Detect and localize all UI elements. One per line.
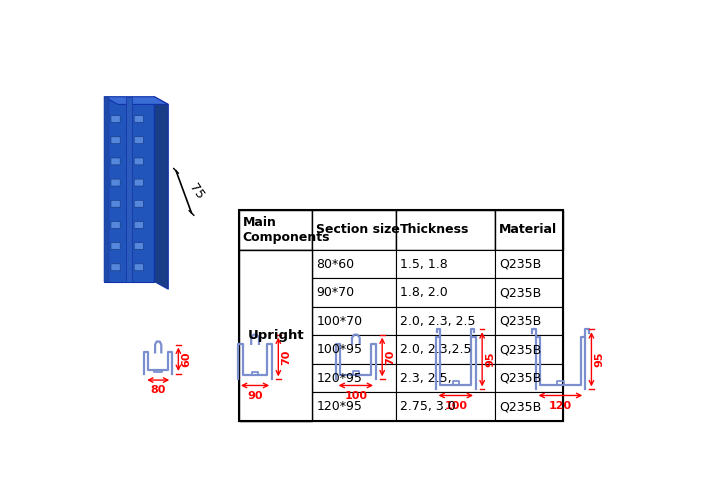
- Text: Main
Components: Main Components: [243, 216, 330, 244]
- Text: 100*95: 100*95: [316, 343, 362, 356]
- Bar: [239, 210, 312, 250]
- Text: 2.3, 2.5,: 2.3, 2.5,: [400, 372, 451, 384]
- Polygon shape: [104, 97, 154, 281]
- FancyBboxPatch shape: [111, 116, 120, 123]
- Bar: [239, 307, 312, 336]
- Bar: [312, 210, 396, 250]
- Text: Q235B: Q235B: [499, 372, 541, 384]
- Text: 75: 75: [187, 182, 207, 202]
- Polygon shape: [104, 97, 109, 281]
- Text: Upright: Upright: [247, 329, 304, 342]
- Bar: [312, 364, 396, 392]
- Polygon shape: [154, 97, 168, 289]
- Text: 100: 100: [444, 401, 467, 411]
- Bar: [495, 364, 563, 392]
- Bar: [239, 278, 312, 307]
- Text: Q235B: Q235B: [499, 400, 541, 413]
- Text: 1.5, 1.8: 1.5, 1.8: [400, 257, 448, 271]
- Text: 120*95: 120*95: [316, 400, 362, 413]
- FancyBboxPatch shape: [111, 222, 120, 229]
- Text: 2.0, 2.3, 2.5: 2.0, 2.3, 2.5: [400, 315, 475, 328]
- Bar: [396, 307, 495, 336]
- Bar: [495, 336, 563, 364]
- Text: 100: 100: [344, 391, 367, 401]
- Bar: [239, 336, 312, 364]
- FancyBboxPatch shape: [111, 264, 120, 271]
- Text: 120: 120: [549, 401, 572, 411]
- Bar: [396, 364, 495, 392]
- Text: Q235B: Q235B: [499, 315, 541, 328]
- Bar: [396, 278, 495, 307]
- FancyBboxPatch shape: [111, 137, 120, 144]
- Text: 70: 70: [385, 349, 395, 365]
- Bar: [495, 392, 563, 421]
- Bar: [312, 278, 396, 307]
- Bar: [312, 392, 396, 421]
- FancyBboxPatch shape: [134, 116, 143, 123]
- Polygon shape: [126, 97, 132, 281]
- Bar: [396, 210, 495, 250]
- Text: 80*60: 80*60: [316, 257, 354, 271]
- Bar: [312, 336, 396, 364]
- Text: Material: Material: [499, 224, 557, 237]
- Text: 90: 90: [248, 391, 263, 401]
- FancyBboxPatch shape: [111, 179, 120, 186]
- Text: 60: 60: [181, 352, 192, 367]
- FancyBboxPatch shape: [134, 179, 143, 186]
- Text: Q235B: Q235B: [499, 343, 541, 356]
- Text: Thickness: Thickness: [400, 224, 469, 237]
- Bar: [396, 250, 495, 278]
- Bar: [396, 392, 495, 421]
- Text: 95: 95: [485, 352, 495, 367]
- Bar: [495, 210, 563, 250]
- Bar: [239, 250, 312, 421]
- Text: Section size: Section size: [316, 224, 400, 237]
- FancyBboxPatch shape: [111, 158, 120, 165]
- Text: 2.75, 3.0: 2.75, 3.0: [400, 400, 456, 413]
- FancyBboxPatch shape: [111, 243, 120, 249]
- Text: 90*70: 90*70: [316, 286, 354, 299]
- Text: 70: 70: [282, 349, 292, 365]
- Text: Q235B: Q235B: [499, 257, 541, 271]
- Bar: [312, 250, 396, 278]
- Text: 95: 95: [595, 352, 605, 367]
- Bar: [239, 250, 312, 278]
- Bar: [495, 278, 563, 307]
- Text: 80: 80: [150, 385, 166, 395]
- FancyBboxPatch shape: [134, 222, 143, 229]
- FancyBboxPatch shape: [134, 137, 143, 144]
- Text: 100*70: 100*70: [316, 315, 362, 328]
- Bar: [495, 307, 563, 336]
- Text: 2.0, 2.3,2.5: 2.0, 2.3,2.5: [400, 343, 472, 356]
- Text: 1.8, 2.0: 1.8, 2.0: [400, 286, 448, 299]
- Bar: [396, 336, 495, 364]
- Polygon shape: [104, 97, 168, 105]
- FancyBboxPatch shape: [134, 200, 143, 207]
- Bar: [239, 392, 312, 421]
- FancyBboxPatch shape: [111, 200, 120, 207]
- Bar: [239, 210, 563, 421]
- FancyBboxPatch shape: [134, 158, 143, 165]
- FancyBboxPatch shape: [134, 264, 143, 271]
- Text: Q235B: Q235B: [499, 286, 541, 299]
- FancyBboxPatch shape: [134, 243, 143, 249]
- Bar: [312, 307, 396, 336]
- Text: 120*95: 120*95: [316, 372, 362, 384]
- Bar: [495, 250, 563, 278]
- Bar: [239, 364, 312, 392]
